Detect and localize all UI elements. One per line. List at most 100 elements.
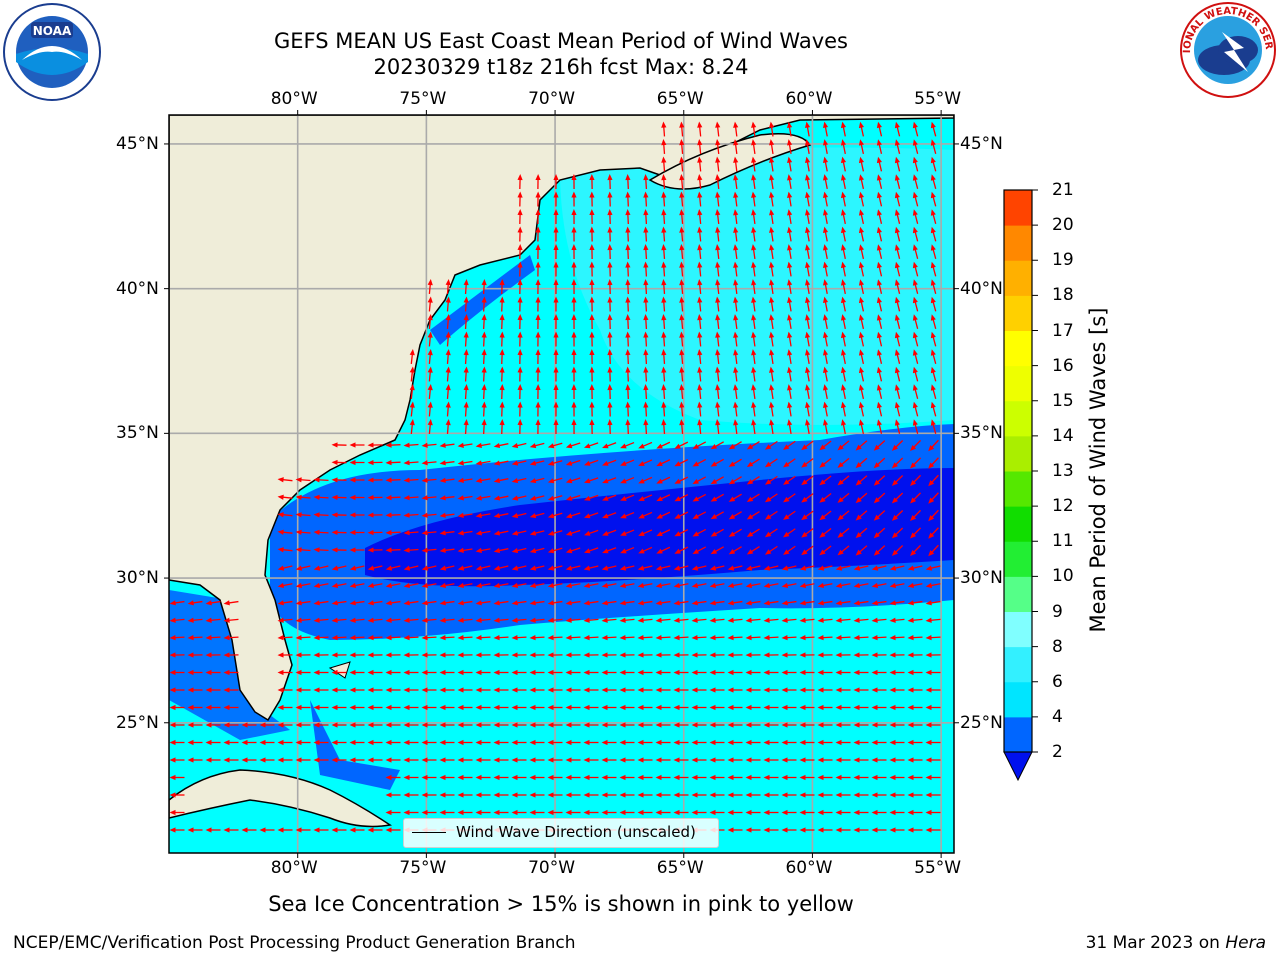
wave-direction-arrow (313, 635, 329, 641)
wave-direction-arrow (637, 669, 653, 676)
wave-direction-arrow (553, 296, 559, 312)
wave-direction-arrow (907, 565, 923, 571)
wave-direction-arrow (837, 440, 850, 451)
wave-direction-arrow (620, 546, 635, 554)
wave-direction-arrow (835, 722, 851, 728)
wave-direction-arrow (745, 635, 761, 641)
wave-direction-arrow (421, 442, 437, 448)
wave-direction-arrow (439, 809, 455, 816)
wave-direction-arrow (655, 565, 671, 571)
wave-direction-arrow (475, 512, 491, 518)
colorbar-tick-label: 6 (1052, 671, 1063, 692)
wave-direction-arrow (601, 739, 617, 746)
coastal-band-bahamas (310, 700, 400, 790)
wave-direction-arrow (601, 582, 617, 589)
wave-direction-arrow (715, 296, 721, 312)
wave-direction-arrow (481, 314, 487, 330)
wave-direction-arrow (445, 296, 451, 312)
wave-direction-arrow (673, 600, 689, 606)
wave-direction-arrow (637, 774, 653, 781)
wave-direction-arrow (511, 704, 527, 711)
wave-direction-arrow (912, 244, 919, 259)
wave-direction-arrow (835, 809, 851, 816)
wave-direction-arrow (769, 296, 775, 312)
wave-direction-arrow (403, 617, 419, 623)
wave-direction-arrow (801, 475, 814, 486)
wave-direction-arrow (529, 635, 545, 641)
colorbar-segment (1004, 260, 1032, 296)
wave-direction-arrow (925, 617, 941, 623)
wave-direction-arrow (367, 704, 383, 711)
wave-direction-arrow (571, 279, 577, 295)
wave-direction-arrow (565, 459, 581, 466)
wave-direction-arrow (871, 827, 887, 833)
wave-direction-arrow (571, 314, 577, 330)
wave-direction-arrow (625, 226, 631, 242)
colorbar-tick-label: 18 (1052, 285, 1074, 306)
wave-direction-arrow (799, 722, 815, 728)
wave-direction-arrow (589, 401, 595, 417)
wave-direction-arrow (517, 366, 523, 382)
wave-direction-arrow (661, 191, 667, 207)
wave-direction-arrow (565, 722, 581, 728)
wave-direction-arrow (769, 261, 775, 277)
wave-direction-arrow (475, 687, 491, 693)
wave-direction-arrow (313, 687, 329, 693)
wave-direction-arrow (787, 296, 793, 312)
wave-direction-arrow (565, 809, 581, 816)
wave-direction-arrow (205, 669, 221, 676)
wave-direction-arrow (169, 635, 185, 641)
wave-direction-arrow (295, 547, 311, 553)
wave-direction-arrow (805, 174, 811, 190)
wave-direction-arrow (511, 687, 527, 693)
wave-direction-arrow (840, 226, 847, 242)
wave-direction-arrow (727, 827, 743, 833)
wave-direction-arrow (697, 296, 703, 312)
wave-direction-arrow (403, 774, 419, 781)
colorbar-segment (1004, 435, 1032, 472)
wave-direction-arrow (710, 458, 724, 467)
wave-direction-arrow (439, 582, 455, 589)
wave-direction-arrow (835, 600, 851, 606)
wave-direction-arrow (403, 687, 419, 693)
wave-direction-arrow (601, 652, 617, 658)
wave-direction-arrow (709, 617, 725, 623)
wave-direction-arrow (637, 565, 653, 571)
wave-direction-arrow (439, 442, 455, 448)
wave-direction-arrow (787, 139, 793, 155)
wave-direction-arrow (607, 296, 613, 312)
wave-direction-arrow (313, 704, 329, 711)
wave-direction-arrow (583, 529, 599, 536)
wave-direction-arrow (620, 441, 635, 449)
wave-direction-arrow (894, 331, 901, 347)
wave-direction-arrow (535, 331, 541, 347)
wave-direction-arrow (331, 494, 347, 501)
wave-direction-arrow (910, 457, 922, 469)
wave-direction-arrow (313, 739, 329, 746)
wave-direction-arrow (602, 459, 617, 466)
wave-direction-arrow (421, 530, 437, 536)
wave-direction-arrow (439, 565, 455, 571)
period-band-core (365, 468, 954, 587)
wave-direction-arrow (853, 652, 869, 658)
wave-direction-arrow (787, 331, 793, 347)
wave-direction-arrow (764, 475, 778, 485)
wave-direction-arrow (511, 512, 527, 519)
wave-direction-arrow (889, 652, 905, 658)
wave-direction-arrow (727, 757, 743, 763)
colorbar-tick-label: 11 (1052, 531, 1074, 552)
wave-direction-arrow (475, 565, 491, 571)
wave-direction-arrow (709, 635, 725, 641)
footer-credit: NCEP/EMC/Verification Post Processing Pr… (13, 933, 576, 953)
wave-direction-arrow (781, 565, 797, 571)
wave-direction-arrow (733, 349, 739, 365)
wave-direction-arrow (565, 774, 581, 781)
wave-direction-arrow (822, 401, 829, 417)
wave-direction-arrow (656, 511, 671, 519)
wave-direction-arrow (481, 296, 487, 312)
wave-direction-arrow (277, 652, 293, 658)
wave-direction-arrow (475, 530, 491, 536)
wave-direction-arrow (313, 512, 329, 518)
wave-direction-arrow (727, 809, 743, 816)
wave-direction-arrow (457, 635, 473, 641)
